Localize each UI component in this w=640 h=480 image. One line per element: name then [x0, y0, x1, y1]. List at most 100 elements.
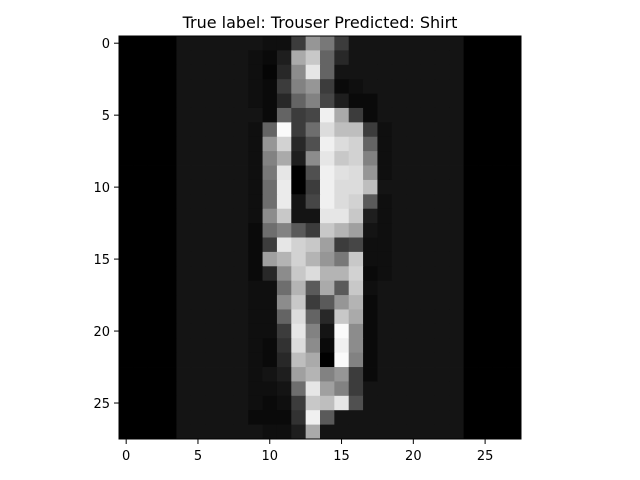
heatmap-cell	[233, 151, 249, 166]
heatmap-cell	[477, 309, 493, 325]
heatmap-cell	[262, 266, 278, 282]
heatmap-cell	[305, 424, 321, 440]
heatmap-cell	[133, 280, 149, 296]
heatmap-cell	[133, 50, 149, 66]
heatmap-cell	[420, 309, 436, 325]
heatmap-cell	[291, 36, 307, 51]
heatmap-cell	[320, 266, 335, 282]
heatmap-cell	[363, 223, 378, 238]
heatmap-cell	[420, 93, 436, 109]
heatmap-cell	[391, 64, 407, 80]
heatmap-cell	[320, 179, 335, 195]
heatmap-cell	[147, 381, 163, 397]
heatmap-cell	[377, 381, 393, 397]
heatmap-cell	[406, 165, 421, 181]
heatmap-cell	[176, 107, 192, 123]
heatmap-cell	[320, 237, 335, 253]
heatmap-cell	[391, 36, 407, 51]
heatmap-cell	[492, 266, 508, 282]
heatmap-cell	[434, 367, 450, 382]
heatmap-cell	[147, 93, 163, 109]
heatmap-cell	[377, 352, 393, 368]
heatmap-cell	[506, 295, 522, 310]
heatmap-cell	[449, 194, 464, 210]
heatmap-cell	[205, 352, 220, 368]
heatmap-cell	[133, 107, 149, 123]
heatmap-cell	[176, 266, 192, 282]
heatmap-cell	[291, 251, 307, 267]
heatmap-cell	[162, 122, 177, 138]
heatmap-cell	[420, 338, 436, 354]
heatmap-cell	[463, 309, 479, 325]
heatmap-cell	[190, 309, 206, 325]
heatmap-cell	[162, 295, 177, 310]
heatmap-cell	[391, 295, 407, 310]
heatmap-cell	[119, 266, 134, 282]
heatmap-cell	[391, 208, 407, 224]
heatmap-cell	[406, 179, 421, 195]
heatmap-cell	[219, 237, 235, 253]
heatmap-cell	[133, 165, 149, 181]
heatmap-cell	[334, 237, 350, 253]
heatmap-cell	[377, 179, 393, 195]
heatmap-cell	[434, 266, 450, 282]
heatmap-cell	[334, 208, 350, 224]
heatmap-cell	[506, 352, 522, 368]
heatmap-cell	[506, 266, 522, 282]
heatmap-cell	[434, 79, 450, 94]
heatmap-cell	[233, 122, 249, 138]
heatmap-cell	[291, 208, 307, 224]
heatmap-cell	[133, 352, 149, 368]
heatmap-cell	[506, 367, 522, 382]
heatmap-cell	[477, 151, 493, 166]
heatmap-cell	[320, 208, 335, 224]
heatmap-cell	[363, 323, 378, 339]
heatmap-cell	[119, 223, 134, 238]
heatmap-cell	[276, 64, 292, 80]
heatmap-cell	[391, 424, 407, 440]
heatmap-cell	[449, 136, 464, 152]
heatmap-cell	[176, 280, 192, 296]
heatmap-cell	[147, 323, 163, 339]
heatmap-cell	[391, 79, 407, 94]
heatmap-cell	[492, 79, 508, 94]
heatmap-cell	[506, 424, 522, 440]
heatmap-cell	[420, 50, 436, 66]
heatmap-cell	[291, 237, 307, 253]
heatmap-cell	[463, 223, 479, 238]
heatmap-cell	[305, 280, 321, 296]
heatmap-cell	[463, 79, 479, 94]
heatmap-cell	[305, 136, 321, 152]
heatmap-cell	[434, 352, 450, 368]
heatmap-cell	[219, 179, 235, 195]
heatmap-cell	[262, 251, 278, 267]
heatmap-cell	[363, 64, 378, 80]
heatmap-cell	[162, 107, 177, 123]
heatmap-cell	[176, 194, 192, 210]
heatmap-cell	[147, 208, 163, 224]
heatmap-cell	[291, 194, 307, 210]
heatmap-cell	[219, 323, 235, 339]
heatmap-cell	[276, 36, 292, 51]
heatmap-cell	[276, 79, 292, 94]
heatmap-cell	[363, 410, 378, 425]
heatmap-cell	[248, 107, 263, 123]
heatmap-cell	[506, 280, 522, 296]
heatmap-cell	[190, 266, 206, 282]
heatmap-cell	[363, 122, 378, 138]
heatmap-cell	[291, 410, 307, 425]
heatmap-cell	[190, 223, 206, 238]
heatmap-cell	[205, 151, 220, 166]
heatmap-cell	[492, 208, 508, 224]
heatmap-cell	[147, 107, 163, 123]
heatmap-cell	[377, 251, 393, 267]
heatmap-cell	[463, 295, 479, 310]
heatmap-cell	[205, 64, 220, 80]
heatmap-cell	[406, 64, 421, 80]
heatmap-cell	[406, 136, 421, 152]
heatmap-cell	[176, 50, 192, 66]
heatmap-cell	[233, 295, 249, 310]
heatmap-cell	[492, 107, 508, 123]
heatmap-cell	[477, 381, 493, 397]
